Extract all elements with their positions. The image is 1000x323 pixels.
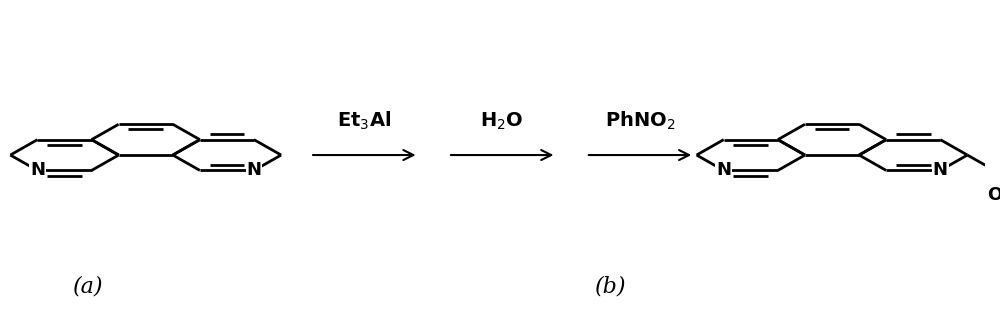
Text: N: N (247, 162, 262, 179)
Text: O: O (987, 186, 1000, 204)
Text: (a): (a) (73, 275, 104, 297)
Text: N: N (933, 162, 948, 179)
Text: H$_2$O: H$_2$O (480, 111, 524, 132)
Text: N: N (30, 162, 45, 179)
Text: N: N (716, 162, 731, 179)
Text: Et$_3$Al: Et$_3$Al (337, 110, 391, 132)
Text: PhNO$_2$: PhNO$_2$ (605, 110, 675, 132)
Text: (b): (b) (595, 275, 626, 297)
